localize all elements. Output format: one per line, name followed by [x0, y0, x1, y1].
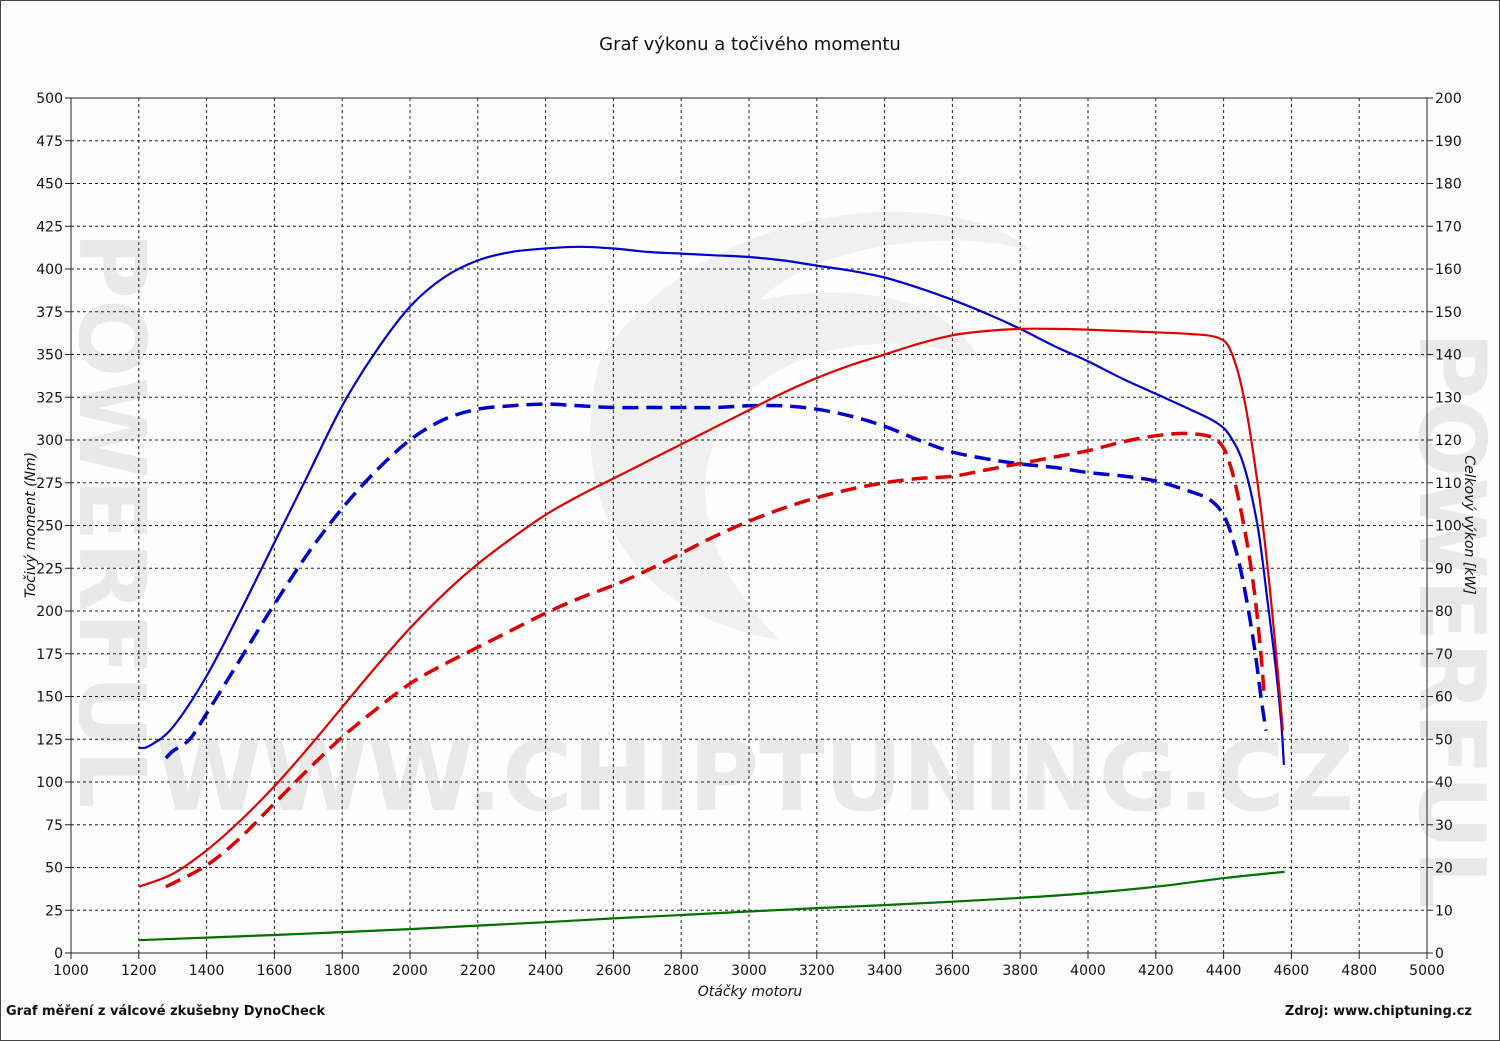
- x-tick-label: 4800: [1341, 963, 1377, 979]
- y-right-tick-label: 90: [1435, 561, 1453, 577]
- y-right-tick-label: 50: [1435, 732, 1453, 748]
- y-right-tick-label: 70: [1435, 647, 1453, 663]
- y-left-tick-label: 250: [36, 519, 63, 535]
- series-line-3: [138, 327, 1284, 888]
- y-axis-left-label: Točivý moment (Nm): [23, 451, 39, 599]
- y-left-tick-label: 225: [36, 561, 63, 577]
- y-left-tick-label: 300: [36, 433, 63, 449]
- series-line-5: [138, 870, 1285, 942]
- y-axis-right-label: Celkový výkon [kW]: [1461, 455, 1477, 595]
- x-tick-label: 3800: [1002, 963, 1038, 979]
- x-axis-label: Otáčky motoru: [697, 984, 803, 1000]
- y-right-tick-label: 110: [1435, 476, 1462, 492]
- watermark-brand-left: POWERFUL: [58, 232, 165, 809]
- x-tick-label: 5000: [1409, 963, 1445, 979]
- footer-source-note: Graf měření z válcové zkušebny DynoCheck: [6, 1004, 326, 1019]
- y-left-tick-label: 150: [36, 690, 63, 706]
- y-left-tick-label: 475: [36, 134, 63, 150]
- y-right-tick-label: 130: [1435, 390, 1462, 406]
- series-line-2: [164, 402, 1268, 760]
- y-right-tick-label: 200: [1435, 91, 1462, 107]
- footer-source-link: Zdroj: www.chiptuning.cz: [1284, 1004, 1472, 1019]
- watermark-brand-right: POWERFUL: [1398, 332, 1500, 909]
- grid: [71, 98, 1427, 953]
- y-left-tick-label: 325: [36, 390, 63, 406]
- y-left-tick-label: 75: [45, 818, 63, 834]
- y-left-tick-label: 350: [36, 348, 63, 364]
- plot-area-border: [70, 97, 1428, 954]
- x-tick-label: 2000: [392, 963, 428, 979]
- series: [138, 245, 1285, 942]
- series-line-4: [165, 431, 1267, 889]
- x-tick-label: 1200: [121, 963, 157, 979]
- y-left-tick-label: 50: [45, 861, 63, 877]
- y-right-tick-label: 170: [1435, 219, 1462, 235]
- y-left-tick-label: 400: [36, 262, 63, 278]
- x-tick-label: 3000: [731, 963, 767, 979]
- x-tick-label: 3400: [867, 963, 903, 979]
- y-right-tick-label: 190: [1435, 134, 1462, 150]
- axes: 1000 1200 1400 1600 1800 2000 2200 2400 2600 2800…: [36, 91, 1461, 979]
- x-tick-label: 4200: [1138, 963, 1174, 979]
- x-tick-label: 4000: [1070, 963, 1106, 979]
- y-right-tick-label: 100: [1435, 519, 1462, 535]
- y-right-tick-label: 150: [1435, 305, 1462, 321]
- x-tick-label: 1000: [53, 963, 89, 979]
- y-left-tick-label: 450: [36, 177, 63, 193]
- y-right-tick-label: 30: [1435, 818, 1453, 834]
- y-right-tick-label: 80: [1435, 604, 1453, 620]
- y-left-tick-label: 200: [36, 604, 63, 620]
- y-left-tick-label: 175: [36, 647, 63, 663]
- x-tick-label: 2200: [460, 963, 496, 979]
- y-left-tick-label: 500: [36, 91, 63, 107]
- y-left-tick-label: 25: [45, 903, 63, 919]
- x-tick-label: 2600: [596, 963, 632, 979]
- x-tick-label: 4400: [1206, 963, 1242, 979]
- y-left-tick-label: 425: [36, 219, 63, 235]
- y-right-tick-label: 40: [1435, 775, 1453, 791]
- x-tick-label: 1800: [324, 963, 360, 979]
- y-right-tick-label: 60: [1435, 690, 1453, 706]
- y-right-tick-label: 0: [1435, 946, 1444, 962]
- y-right-tick-label: 10: [1435, 903, 1453, 919]
- x-tick-label: 3200: [799, 963, 835, 979]
- y-left-tick-label: 125: [36, 732, 63, 748]
- y-left-tick-label: 100: [36, 775, 63, 791]
- watermark-url-text: WWW.CHIPTUNING.CZ: [156, 721, 1354, 833]
- chart-title: Graf výkonu a točivého momentu: [599, 34, 901, 55]
- x-tick-label: 2800: [663, 963, 699, 979]
- x-tick-label: 1400: [189, 963, 225, 979]
- x-tick-label: 4600: [1274, 963, 1310, 979]
- y-right-tick-label: 140: [1435, 348, 1462, 364]
- y-left-tick-label: 275: [36, 476, 63, 492]
- x-tick-label: 2400: [528, 963, 564, 979]
- y-right-tick-label: 180: [1435, 177, 1462, 193]
- x-tick-label: 1600: [257, 963, 293, 979]
- series-line-1: [138, 245, 1285, 765]
- y-right-tick-label: 120: [1435, 433, 1462, 449]
- watermark-logo: [590, 211, 1030, 640]
- x-tick-label: 3600: [935, 963, 971, 979]
- y-right-tick-label: 20: [1435, 861, 1453, 877]
- y-left-tick-label: 0: [54, 946, 63, 962]
- y-left-tick-label: 375: [36, 305, 63, 321]
- y-right-tick-label: 160: [1435, 262, 1462, 278]
